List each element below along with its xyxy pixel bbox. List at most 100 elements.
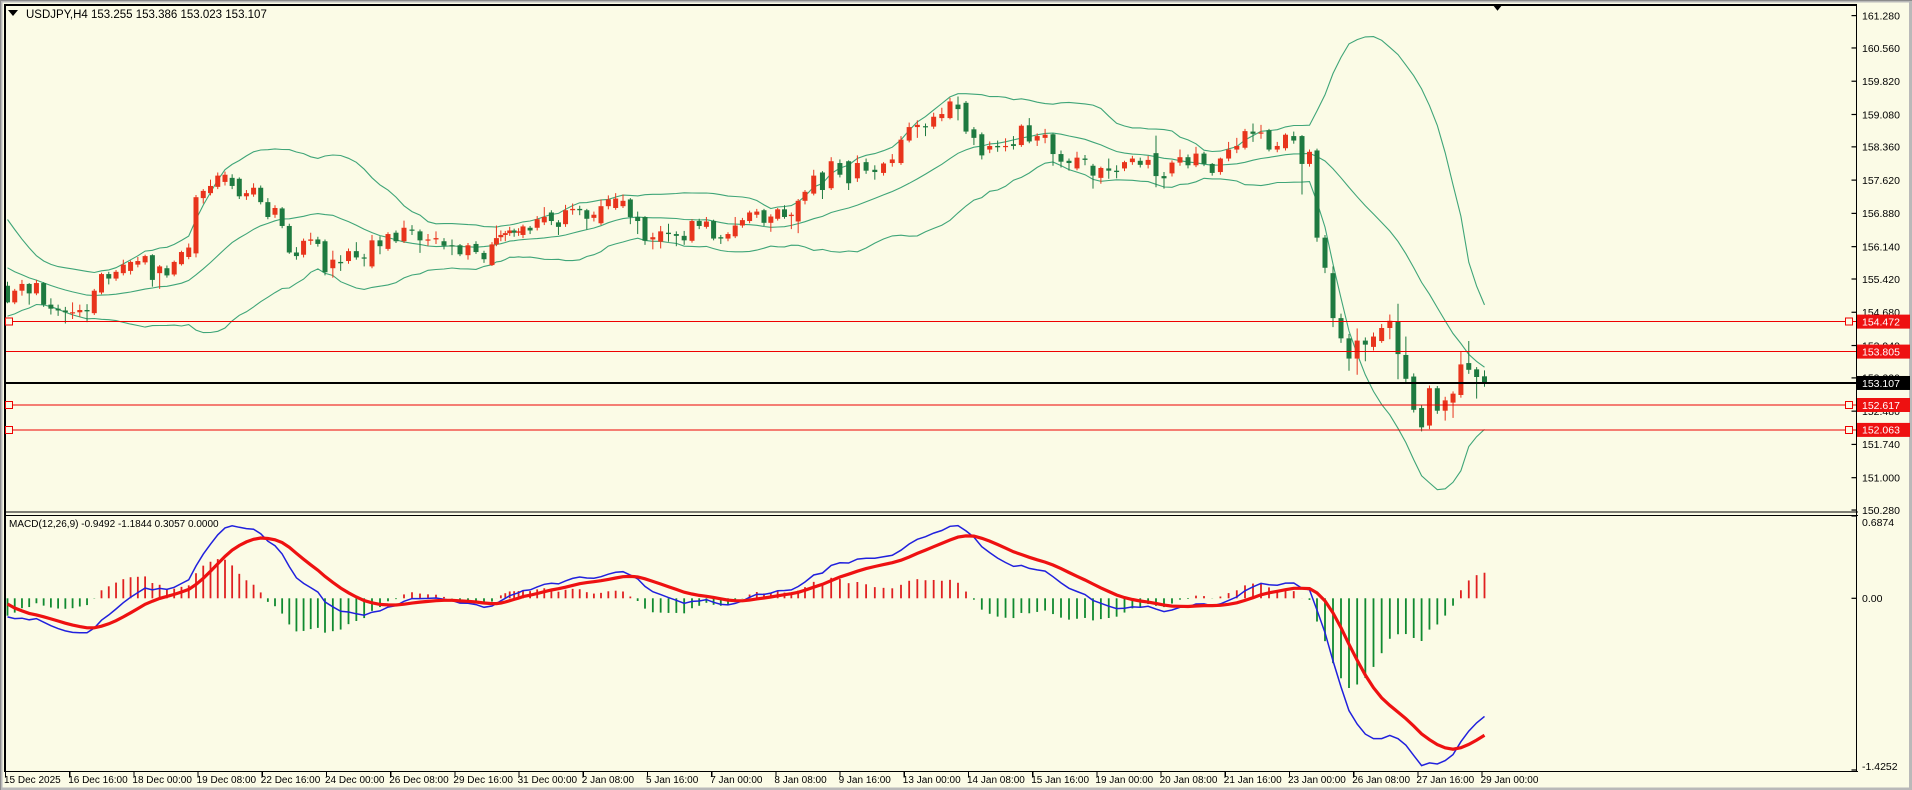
candle-bear <box>1338 318 1344 339</box>
candle-bull <box>157 266 163 274</box>
macd-signal-line <box>6 534 1486 751</box>
candle-bull <box>1450 393 1456 403</box>
candle-bull <box>1034 136 1040 141</box>
time-tick-label: 24 Dec 00:00 <box>325 775 385 786</box>
price-tick-label: 157.620 <box>1862 175 1900 187</box>
line-handle[interactable] <box>4 317 14 326</box>
candle-bull <box>1177 157 1183 163</box>
candle-bull <box>689 221 695 241</box>
candle-bear <box>511 230 517 233</box>
candle-bear <box>449 245 455 247</box>
price-label: 152.063 <box>1857 422 1910 437</box>
candle-bull <box>1226 149 1232 159</box>
candle-bull <box>1217 158 1223 173</box>
candle-bull <box>939 114 945 119</box>
macd-axis[interactable]: 0.6874 0.00 -1.4252 <box>1851 515 1898 773</box>
candle-bear <box>548 212 554 222</box>
candle-bear <box>417 231 423 241</box>
symbol-dropdown-icon[interactable] <box>8 10 18 16</box>
time-tick-label: 27 Jan 16:00 <box>1416 775 1474 786</box>
candle-bear <box>635 216 641 222</box>
line-handle[interactable] <box>4 425 14 435</box>
candle-bull <box>135 261 141 265</box>
candle-bear <box>1395 321 1401 355</box>
candle-bull <box>1458 364 1464 395</box>
candle-bear <box>338 261 344 264</box>
candle-bear <box>923 126 928 128</box>
time-tick-label: 8 Jan 08:00 <box>774 775 827 786</box>
candle-bull <box>768 216 774 223</box>
price-tick-label: 150.280 <box>1862 505 1900 517</box>
candle-bear <box>577 208 583 211</box>
candle-bull <box>171 261 177 275</box>
candle-bull <box>598 206 604 224</box>
price-tick-label: 158.360 <box>1862 142 1900 154</box>
candle-bear <box>1250 131 1256 134</box>
candle-bull <box>520 226 526 235</box>
candle-bull <box>854 163 860 179</box>
line-handle[interactable] <box>1844 425 1854 435</box>
candle-bull <box>193 197 199 254</box>
candle-bull <box>1354 340 1360 359</box>
candle-bull <box>516 231 522 233</box>
candle-bull <box>70 312 76 314</box>
candle-bear <box>1137 160 1143 165</box>
candle-bear <box>265 202 271 217</box>
pane-borders <box>4 4 1858 773</box>
candle-bear <box>106 274 112 279</box>
svg-text:152.063: 152.063 <box>1862 425 1900 437</box>
candle-bull <box>775 209 781 219</box>
candle-bear <box>279 208 285 226</box>
candle-bull <box>795 200 801 222</box>
candle-bear <box>377 240 383 247</box>
price-axis[interactable]: 161.280 160.560 159.820 159.080 158.360 157.6… <box>1851 10 1911 517</box>
candle-bear <box>1066 160 1072 164</box>
candle-bull <box>493 238 499 245</box>
price-tick-label: 161.280 <box>1862 10 1900 22</box>
candle-bull <box>425 239 431 241</box>
line-handle[interactable] <box>4 400 14 410</box>
time-axis[interactable]: 15 Dec 2025 16 Dec 16:00 18 Dec 00:00 19 De… <box>4 772 1539 786</box>
time-tick-label: 2 Jan 08:00 <box>582 775 635 786</box>
price-tick-label: 151.740 <box>1862 439 1900 451</box>
candle-bull <box>77 310 83 313</box>
candle-bear <box>361 257 367 259</box>
macd-line <box>7 524 1485 767</box>
price-label: 153.107 <box>1857 375 1910 390</box>
line-handle[interactable] <box>1844 400 1854 410</box>
candle-bear <box>837 163 843 175</box>
candle-bull <box>754 211 760 215</box>
candle-bear <box>979 134 985 156</box>
candle-bear <box>1050 134 1056 155</box>
symbol-title: USDJPY,H4 153.255 153.386 153.023 153.10… <box>26 9 267 21</box>
time-tick-label: 26 Jan 08:00 <box>1352 775 1410 786</box>
candle-bull <box>1193 153 1199 166</box>
candle-bear <box>473 243 479 253</box>
line-handle[interactable] <box>1844 317 1854 326</box>
candle-bear <box>293 252 299 257</box>
candle-bull <box>91 290 97 314</box>
candle-bear <box>1299 136 1305 164</box>
macd-pane <box>6 524 1486 767</box>
price-tick-label: 160.560 <box>1862 43 1900 55</box>
candle-bull <box>613 198 619 208</box>
candle-bear <box>6 285 10 303</box>
price-tick-label: 151.000 <box>1862 472 1900 484</box>
svg-text:153.805: 153.805 <box>1862 346 1900 358</box>
candle-bull <box>658 231 664 242</box>
chart-shift-marker-icon[interactable] <box>1492 4 1503 11</box>
time-tick-label: 5 Jan 16:00 <box>646 775 699 786</box>
candle-bear <box>481 252 487 260</box>
time-tick-label: 21 Jan 16:00 <box>1224 775 1282 786</box>
candle-bull <box>33 283 39 294</box>
candle-bull <box>465 245 471 256</box>
horizontal-lines <box>4 317 1856 435</box>
candle-bear <box>1474 369 1480 377</box>
candle-bear <box>642 216 648 241</box>
svg-text:152.617: 152.617 <box>1862 400 1900 412</box>
svg-text:154.472: 154.472 <box>1862 316 1900 328</box>
candle-bear <box>955 104 961 110</box>
candle-bear <box>872 169 878 173</box>
candle-bull <box>605 199 611 207</box>
